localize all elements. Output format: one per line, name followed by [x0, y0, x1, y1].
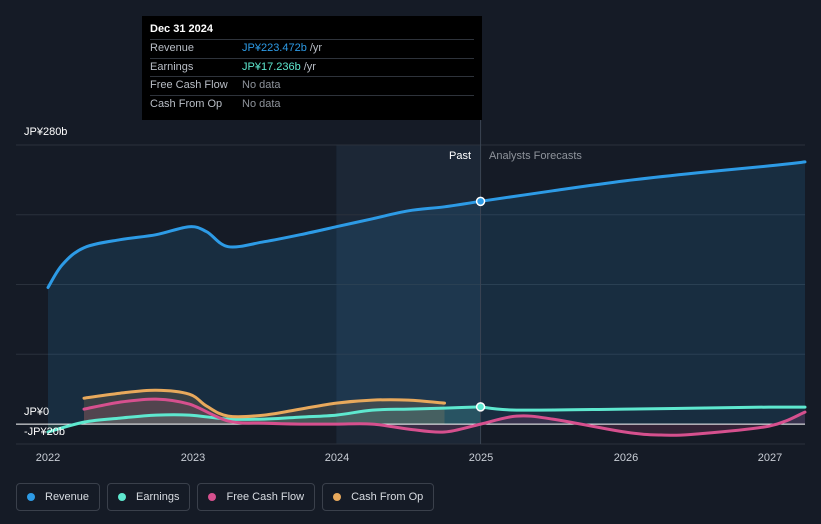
- legend-label: Cash From Op: [351, 491, 424, 503]
- tooltip-unit: /yr: [303, 60, 316, 73]
- y-tick-label: -JP¥20b: [24, 426, 65, 438]
- tooltip-label: Earnings: [150, 60, 194, 73]
- revenue-forecast-area: [480, 161, 805, 425]
- free-cash-flow-dot-icon: [208, 493, 217, 501]
- x-tick-label: 2027: [757, 452, 783, 464]
- earnings-dot-icon: [118, 493, 127, 501]
- tooltip-value: JP¥17.236b: [242, 60, 301, 73]
- past-label: Past: [449, 150, 472, 162]
- y-tick-label: JP¥280b: [24, 126, 68, 138]
- tooltip: Dec 31 2024 Revenue JP¥223.472b /yr Earn…: [142, 16, 482, 120]
- tooltip-label: Free Cash Flow: [150, 79, 228, 91]
- revenue-forecast-line: [479, 160, 807, 203]
- tooltip-unit: /yr: [309, 42, 323, 54]
- earnings-line: [46, 405, 483, 434]
- revenue-line: [46, 199, 483, 289]
- x-tick-label: 2023: [180, 452, 206, 464]
- revenue-dot-icon: [27, 493, 35, 501]
- tooltip-value: No data: [242, 79, 281, 91]
- legend-item-earnings[interactable]: Earnings: [107, 483, 191, 511]
- legend-label: Earnings: [136, 491, 180, 503]
- earnings-forecast-line: [479, 405, 807, 412]
- legend-item-revenue[interactable]: Revenue: [16, 483, 101, 511]
- x-tick-label: 2022: [35, 452, 61, 464]
- tooltip-value: No data: [242, 97, 281, 110]
- forecast-label: Analysts Forecasts: [489, 150, 582, 162]
- x-tick-label: 2026: [613, 452, 639, 464]
- past-highlight-band: [336, 145, 481, 444]
- revenue-area: [48, 201, 481, 425]
- cash-from-op-line: [82, 388, 446, 419]
- free-cash-flow-line: [82, 397, 807, 437]
- tooltip-value: JP¥223.472b: [242, 42, 307, 54]
- tooltip-row-revenue: Revenue JP¥223.472b /yr: [150, 39, 474, 58]
- tooltip-row-free-cash-flow: Free Cash Flow No data: [150, 76, 474, 95]
- tooltip-label: Cash From Op: [150, 97, 223, 110]
- tooltip-date: Dec 31 2024: [150, 23, 213, 35]
- legend-label: Revenue: [45, 491, 90, 503]
- tooltip-label: Revenue: [150, 42, 195, 54]
- legend: Revenue Earnings Free Cash Flow Cash Fro…: [16, 483, 441, 511]
- earnings-marker: [475, 402, 486, 412]
- tooltip-row-cash-from-op: Cash From Op No data: [150, 94, 474, 114]
- x-tick-label: 2025: [468, 452, 494, 464]
- x-tick-label: 2024: [324, 452, 350, 464]
- legend-item-free-cash-flow[interactable]: Free Cash Flow: [197, 483, 316, 511]
- legend-item-cash-from-op[interactable]: Cash From Op: [322, 483, 435, 511]
- legend-label: Free Cash Flow: [226, 491, 305, 503]
- y-tick-label: JP¥0: [24, 406, 50, 418]
- revenue-marker: [475, 196, 486, 207]
- cash-from-op-dot-icon: [333, 493, 342, 501]
- free-cash-flow-area: [84, 399, 805, 436]
- tooltip-row-earnings: Earnings JP¥17.236b /yr: [150, 57, 474, 77]
